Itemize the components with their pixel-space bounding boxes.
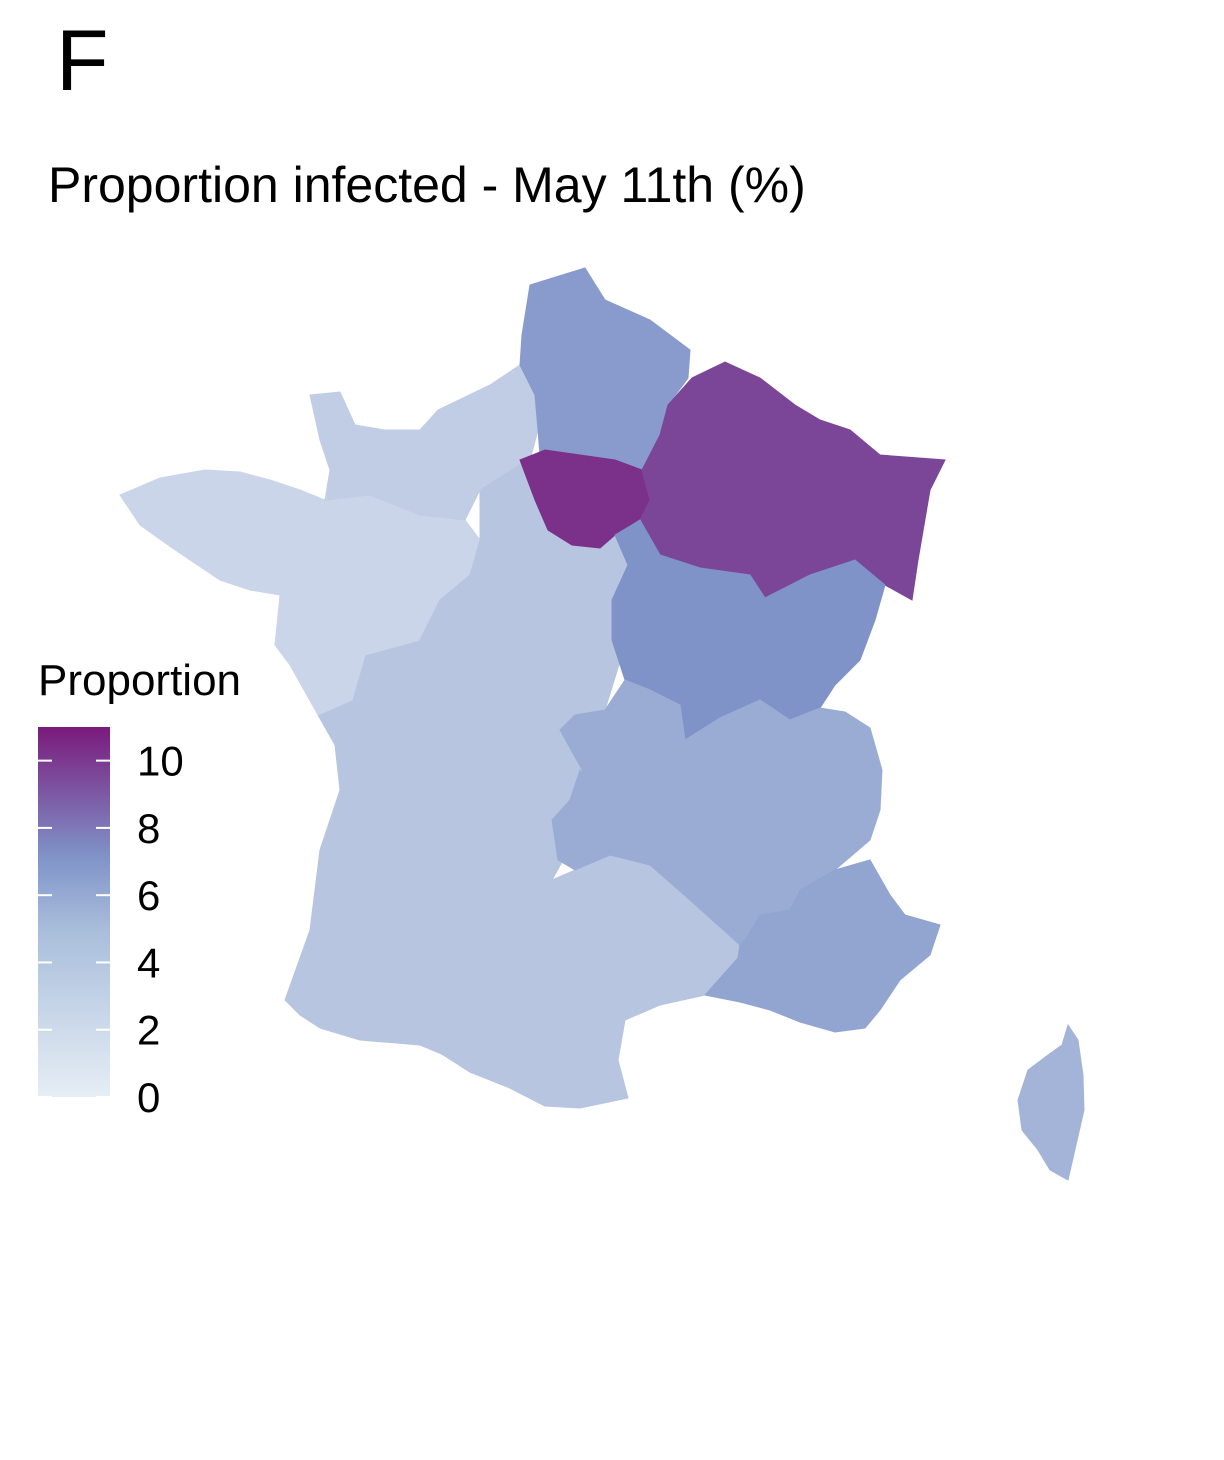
legend: Proportion 0 2 4 6 8 10 — [38, 656, 241, 1121]
map-title: Proportion infected - May 11th (%) — [48, 157, 806, 213]
legend-tick-label: 2 — [137, 1007, 160, 1054]
region-corse — [1017, 1023, 1085, 1181]
legend-tick-label: 10 — [137, 738, 184, 785]
region-bourgogne-franche-comte — [611, 519, 886, 741]
legend-ticks: 0 2 4 6 8 10 — [38, 738, 184, 1121]
legend-tick-label: 0 — [137, 1074, 160, 1121]
region-provence-alpes-cote-dazur — [704, 859, 941, 1033]
legend-colorbar — [38, 727, 110, 1097]
legend-tick-label: 8 — [137, 805, 160, 852]
legend-title: Proportion — [38, 656, 241, 705]
legend-tick-label: 6 — [137, 872, 160, 919]
region-normandie — [309, 364, 539, 521]
map-regions — [119, 267, 1085, 1181]
legend-tick-label: 4 — [137, 939, 160, 986]
region-bretagne — [119, 469, 346, 611]
panel-label: F — [56, 13, 109, 109]
